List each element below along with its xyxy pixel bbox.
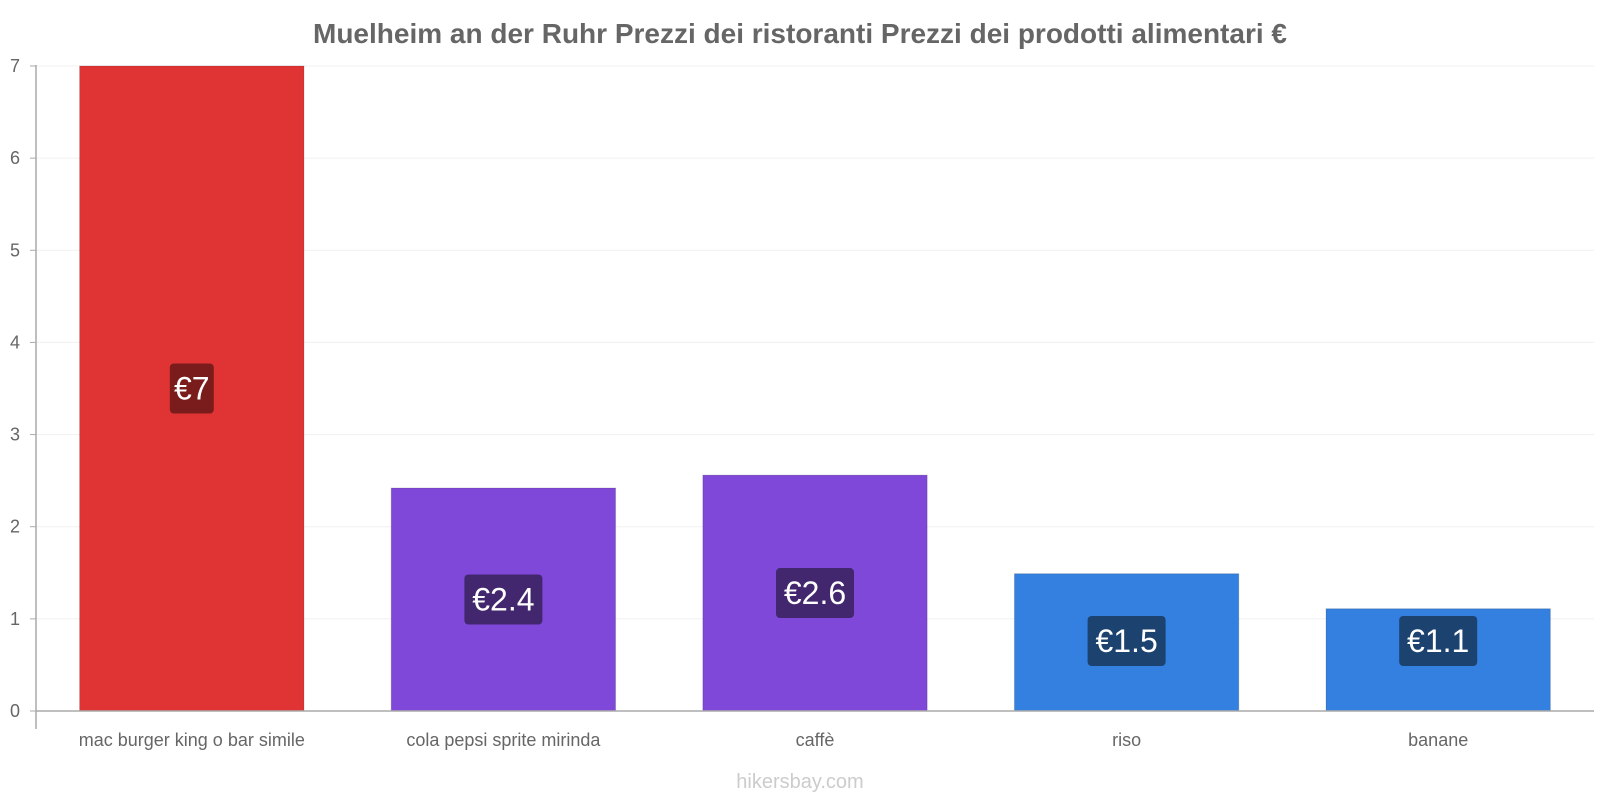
y-tick-label: 1 <box>10 609 20 629</box>
data-label: €2.6 <box>784 575 846 611</box>
data-label: €7 <box>174 371 210 407</box>
y-tick-label: 7 <box>10 56 20 76</box>
x-tick-label: mac burger king o bar simile <box>79 730 305 750</box>
x-tick-label: riso <box>1112 730 1141 750</box>
watermark: hikersbay.com <box>736 771 863 793</box>
x-tick-label: banane <box>1408 730 1468 750</box>
x-tick-label: cola pepsi sprite mirinda <box>406 730 601 750</box>
data-label: €1.1 <box>1407 623 1469 659</box>
y-tick-label: 0 <box>10 701 20 721</box>
data-label-box <box>776 568 854 619</box>
data-label-box <box>1087 616 1166 666</box>
y-tick-label: 4 <box>10 332 20 352</box>
x-tick-label: caffè <box>796 730 835 750</box>
data-labels: €7 €2.4 €2.6 €1.5 €1.1 <box>169 363 1478 666</box>
y-tick-label: 6 <box>10 148 20 168</box>
y-tick-label: 3 <box>10 425 20 445</box>
y-axis-ticks: 0 1 2 3 4 5 6 7 <box>10 56 36 721</box>
y-tick-label: 5 <box>10 240 20 260</box>
data-label-box <box>169 363 214 414</box>
x-axis-ticks: mac burger king o bar simile cola pepsi s… <box>79 730 1468 750</box>
data-label-box <box>464 574 543 625</box>
data-label-box <box>1399 616 1478 666</box>
data-label: €2.4 <box>472 582 534 618</box>
chart-title: Muelheim an der Ruhr Prezzi dei ristoran… <box>313 18 1287 49</box>
data-label: €1.5 <box>1095 623 1157 659</box>
y-tick-label: 2 <box>10 517 20 537</box>
